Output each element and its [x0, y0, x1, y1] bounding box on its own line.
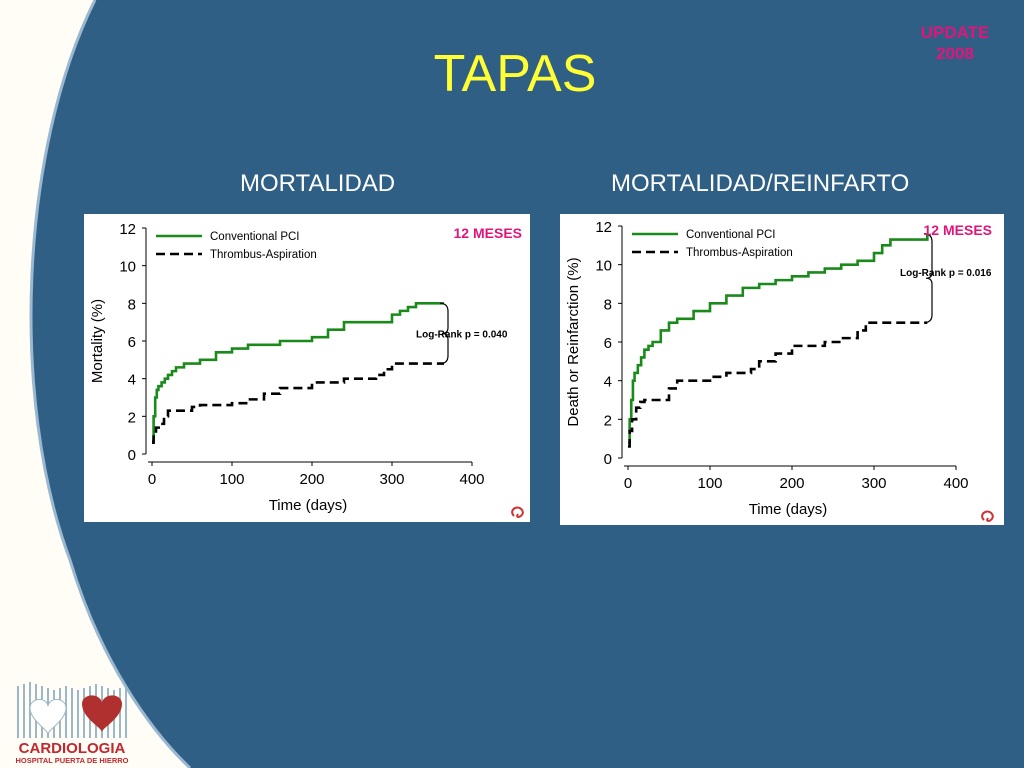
- logo-name: CARDIOLOGIA: [18, 740, 126, 757]
- conventional-pci-line: [628, 233, 929, 444]
- legend-label: Conventional PCI: [210, 231, 300, 243]
- y-tick-label: 8: [128, 296, 136, 313]
- x-axis-label: Time (days): [749, 501, 828, 518]
- y-tick-label: 12: [595, 219, 612, 236]
- right-chart-heading: MORTALIDAD/REINFARTO: [611, 170, 910, 197]
- x-tick-label: 300: [379, 471, 404, 488]
- thrombus-aspiration-line: [628, 321, 928, 448]
- mortality-chart: 0 2 4 6 8 10 12 0 100 200 300 400 Time (days) Mortali…: [89, 221, 524, 518]
- log-rank-brace: [923, 233, 933, 324]
- y-tick-label: 6: [604, 335, 612, 352]
- y-axis-label: Mortality (%): [89, 299, 106, 383]
- y-tick-label: 10: [595, 258, 612, 275]
- corner-logo-icon: [981, 510, 994, 522]
- y-tick-label: 0: [128, 447, 136, 464]
- log-rank-brace: [439, 302, 449, 365]
- mortality-chart-panel: 0 2 4 6 8 10 12 0 100 200 300 400 Time (days) Mortali…: [84, 214, 530, 522]
- update-badge: UPDATE 2008: [920, 23, 990, 63]
- corner-logo-icon: [511, 506, 524, 518]
- left-chart-heading: MORTALIDAD: [240, 170, 396, 197]
- y-tick-label: 0: [604, 451, 612, 468]
- death-reinfarction-chart: 0 2 4 6 8 10 12 0 100 200 300 400 Time (days) Death o…: [565, 219, 994, 522]
- x-tick-label: 200: [779, 475, 804, 492]
- white-heart-icon: [29, 699, 67, 735]
- legend-label: Thrombus-Aspiration: [686, 247, 793, 259]
- x-tick-label: 0: [624, 475, 632, 492]
- x-tick-label: 0: [148, 471, 156, 488]
- conventional-pci-line: [152, 302, 444, 443]
- slide-title: TAPAS: [433, 45, 597, 103]
- log-rank-annotation: Log-Rank p = 0.016: [900, 268, 992, 279]
- red-heart-icon: [82, 695, 122, 732]
- y-tick-label: 2: [128, 409, 136, 426]
- x-tick-label: 100: [219, 471, 244, 488]
- y-tick-label: 6: [128, 334, 136, 351]
- twelve-months-tag: 12 MESES: [924, 222, 992, 238]
- x-axis-label: Time (days): [269, 497, 348, 514]
- y-tick-label: 4: [604, 374, 612, 391]
- legend-label: Thrombus-Aspiration: [210, 249, 317, 261]
- x-tick-label: 400: [459, 471, 484, 488]
- y-tick-label: 10: [119, 259, 136, 276]
- cardiologia-logo: [17, 682, 127, 738]
- x-tick-label: 100: [697, 475, 722, 492]
- x-tick-label: 400: [943, 475, 968, 492]
- y-tick-label: 12: [119, 221, 136, 238]
- y-axis-label: Death or Reinfarction (%): [565, 257, 582, 426]
- logo-subtitle: HOSPITAL PUERTA DE HIERRO: [15, 756, 129, 765]
- twelve-months-tag: 12 MESES: [454, 225, 522, 241]
- log-rank-annotation: Log-Rank p = 0.040: [416, 329, 508, 340]
- thrombus-aspiration-line: [152, 362, 444, 444]
- legend-label: Conventional PCI: [686, 229, 776, 241]
- y-tick-label: 4: [128, 372, 136, 389]
- y-tick-label: 8: [604, 296, 612, 313]
- death-reinfarction-chart-panel: 0 2 4 6 8 10 12 0 100 200 300 400 Time (days) Death o…: [560, 214, 1004, 525]
- x-tick-label: 200: [299, 471, 324, 488]
- y-tick-label: 2: [604, 412, 612, 429]
- x-tick-label: 300: [861, 475, 886, 492]
